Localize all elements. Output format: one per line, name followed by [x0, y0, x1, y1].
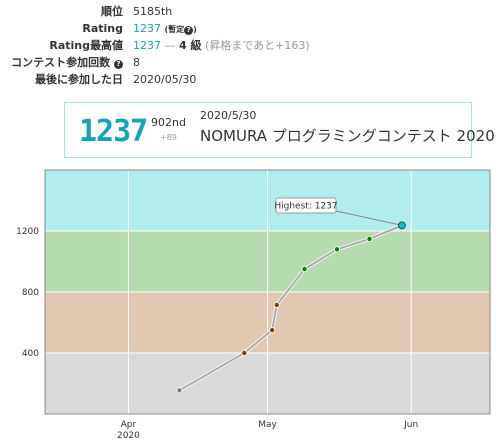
x-tick-label: May [258, 420, 277, 430]
rating-row: Rating 1237 (暫定?) [0, 21, 500, 37]
series-line [178, 224, 403, 392]
data-point [273, 301, 280, 308]
y-tick-label: 400 [22, 349, 39, 359]
contests-label-group: コンテスト参加回数 ? [11, 55, 123, 71]
annotation-box [275, 197, 337, 214]
max-rating-row: Rating最高値 1237 — 4 級 (昇格まであと+163) [0, 38, 500, 54]
rank-value: 5185th [133, 5, 173, 18]
rank-row: 順位 5185th [0, 4, 500, 20]
y-tick-label: 800 [22, 288, 39, 298]
last-participation-row: 最後に参加した日 2020/05/30 [0, 72, 500, 88]
y-tick-label: 1200 [16, 227, 39, 237]
x-tick-label: Jun [403, 420, 418, 430]
last-participation-value: 2020/05/30 [133, 73, 197, 86]
provisional-close: ) [193, 25, 197, 34]
rating-chart[interactable]: 400 800 1200 Apr 2020 May Jun Highest: 1237 [0, 164, 500, 440]
max-rating-label: Rating最高値 [49, 39, 123, 52]
help-icon[interactable]: ? [184, 26, 194, 35]
x-tick-sublabel: 2020 [117, 431, 140, 440]
plot-frame [44, 169, 491, 415]
max-rating-dash: — [161, 39, 179, 52]
annotation-pointer [335, 210, 403, 226]
card-place: 902nd [151, 116, 186, 129]
max-rating-value: 1237 [133, 39, 161, 52]
kyu-rank: 4 級 [179, 39, 202, 52]
last-participation-label: 最後に参加した日 [35, 73, 123, 86]
rating-value-group: 1237 (暫定?) [133, 21, 197, 38]
data-point [176, 387, 183, 394]
max-rating-group: 1237 — 4 級 (昇格まであと+163) [133, 38, 310, 54]
help-icon[interactable]: ? [114, 60, 123, 69]
data-point [398, 221, 406, 230]
annotation-text: Highest: 1237 [274, 202, 337, 212]
data-point [301, 266, 308, 273]
x-tick-label: Apr [121, 420, 137, 430]
data-point [269, 327, 276, 334]
data-point [366, 235, 373, 242]
rank-label: 順位 [101, 5, 123, 18]
contests-row: コンテスト参加回数 ? 8 [0, 55, 500, 71]
card-delta: +89 [160, 133, 177, 142]
provisional-text: (暫定 [164, 25, 185, 34]
data-point [334, 246, 341, 253]
rating-label: Rating [82, 22, 123, 35]
promotion-remaining: (昇格まであと+163) [201, 39, 310, 52]
contests-value: 8 [133, 56, 140, 69]
card-contest-name[interactable]: NOMURA プログラミングコンテスト 2020 [200, 127, 495, 145]
contest-status-card[interactable]: 1237 902nd +89 2020/5/30 NOMURA プログラミングコ… [64, 102, 495, 158]
contests-label: コンテスト参加回数 [11, 56, 111, 69]
rating-value: 1237 [133, 22, 161, 35]
data-point [241, 349, 248, 356]
card-rating: 1237 [79, 114, 148, 149]
card-date: 2020/5/30 [200, 109, 257, 122]
